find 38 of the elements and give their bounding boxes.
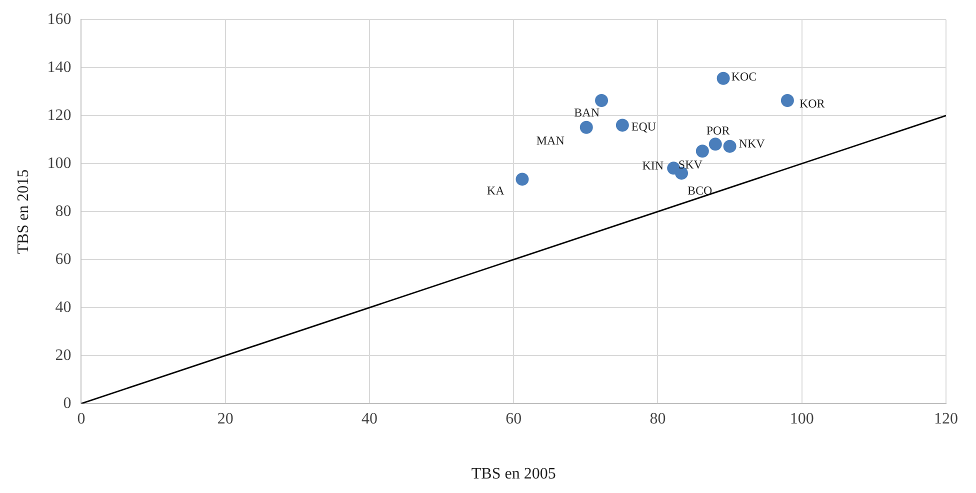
point [595, 94, 608, 107]
data-label: KA [486, 183, 505, 198]
y-axis-title: TBS en 2015 [14, 169, 32, 254]
x-tick-label: 20 [217, 410, 234, 428]
x-axis-title: TBS en 2005 [471, 466, 556, 483]
point [708, 138, 722, 151]
point [516, 172, 529, 186]
data-label: KOR [799, 96, 825, 111]
y-tick-label: 140 [47, 58, 72, 76]
point [716, 72, 730, 85]
point [780, 94, 794, 107]
y-tick-label: 20 [55, 346, 72, 364]
data-label: KIN [642, 158, 664, 172]
data-label: NKV [738, 136, 766, 150]
y-tick-label: 0 [63, 394, 72, 412]
y-tick-label: 60 [55, 250, 72, 268]
x-tick-label: 40 [361, 410, 378, 428]
x-tick-label: 0 [77, 410, 86, 428]
data-label: BAN [574, 106, 600, 120]
point [696, 144, 709, 158]
data-label: BCO [688, 183, 713, 198]
data-label: EQU [631, 119, 656, 134]
point [723, 140, 736, 153]
y-tick-label: 40 [55, 298, 72, 316]
point [580, 120, 593, 134]
x-tick-label: 120 [934, 410, 958, 428]
x-tick-label: 60 [506, 410, 522, 428]
y-tick-label: 80 [55, 202, 72, 220]
data-label: SKV [678, 157, 703, 172]
data-label: KOC [731, 70, 757, 84]
y-tick-label: 120 [47, 106, 72, 124]
x-tick-label: 100 [790, 410, 814, 428]
x-tick-label: 80 [650, 410, 666, 428]
point [616, 118, 629, 132]
data-label: POR [706, 123, 730, 138]
y-tick-label: 100 [47, 154, 72, 172]
y-tick-label: 160 [47, 10, 72, 28]
data-label: MAN [536, 134, 565, 148]
